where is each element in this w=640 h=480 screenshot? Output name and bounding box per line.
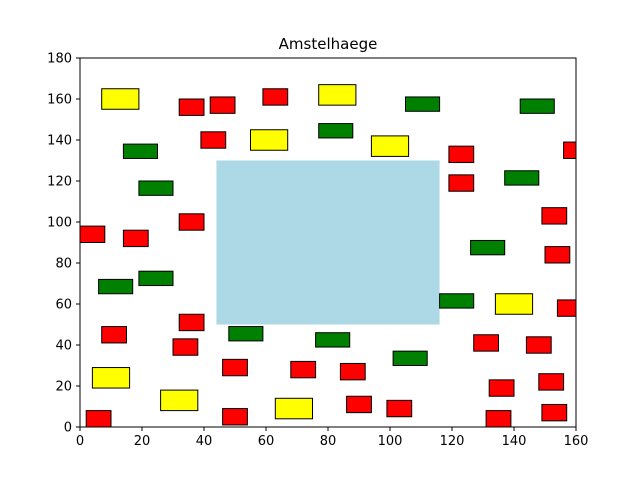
red-house	[178, 313, 205, 332]
yellow-house	[160, 389, 199, 412]
red-house	[541, 207, 568, 225]
yellow-house	[250, 129, 289, 151]
y-tick-label: 0	[64, 421, 72, 436]
y-tick-label: 20	[55, 380, 72, 395]
x-tick-label: 120	[440, 434, 465, 449]
x-tick-label: 160	[564, 434, 589, 449]
green-house	[318, 123, 354, 139]
red-house	[178, 98, 205, 116]
yellow-house	[91, 367, 131, 389]
green-house	[98, 278, 134, 295]
red-house	[262, 88, 289, 106]
x-tick-label: 0	[76, 434, 84, 449]
green-house	[122, 143, 158, 159]
red-house	[290, 360, 317, 379]
red-house	[556, 299, 576, 317]
green-house	[470, 239, 506, 256]
red-house	[222, 408, 248, 426]
y-tick-label: 180	[47, 52, 72, 67]
red-house	[85, 410, 112, 427]
y-tick-label: 140	[47, 134, 72, 149]
green-house	[138, 270, 174, 287]
green-house	[504, 170, 540, 186]
red-house	[80, 225, 106, 244]
y-tick-label: 100	[47, 216, 72, 231]
red-house	[200, 131, 227, 149]
green-house	[138, 180, 174, 196]
red-house	[386, 399, 413, 418]
x-axis: 0 20 40 60 80 100 120 140 160	[76, 427, 589, 449]
yellow-house	[494, 293, 534, 315]
y-tick-label: 60	[55, 298, 72, 313]
red-house	[448, 145, 475, 164]
plot-area	[80, 84, 576, 427]
yellow-house	[370, 135, 410, 157]
x-tick-label: 20	[134, 434, 151, 449]
red-house	[222, 358, 248, 377]
red-house	[448, 174, 475, 192]
y-tick-label: 80	[55, 257, 72, 272]
red-house	[544, 246, 571, 264]
red-house	[538, 373, 565, 391]
red-house	[346, 395, 372, 414]
red-house	[172, 338, 199, 356]
y-tick-label: 40	[55, 339, 72, 354]
yellow-house	[101, 88, 140, 110]
y-tick-label: 160	[47, 93, 72, 108]
red-house	[101, 326, 127, 344]
red-house	[541, 403, 568, 422]
x-tick-label: 140	[502, 434, 527, 449]
red-house	[488, 379, 515, 397]
green-house	[228, 326, 264, 342]
green-house	[439, 293, 475, 309]
red-house	[339, 362, 366, 381]
red-house	[473, 334, 500, 352]
x-tick-label: 60	[258, 434, 275, 449]
y-tick-label: 120	[47, 175, 72, 190]
red-house	[178, 213, 205, 231]
yellow-house	[318, 84, 357, 106]
chart-title: Amstelhaege	[279, 35, 378, 53]
x-tick-label: 100	[378, 434, 403, 449]
x-tick-label: 40	[196, 434, 213, 449]
water-area	[216, 160, 440, 325]
red-house	[485, 410, 512, 427]
red-house	[122, 229, 149, 248]
y-axis: 0 20 40 60 80 100 120 140 160 180	[47, 52, 80, 436]
green-house	[405, 96, 441, 112]
yellow-house	[274, 397, 313, 420]
red-house	[525, 336, 552, 354]
red-house	[209, 96, 236, 114]
green-house	[315, 332, 351, 348]
green-house	[519, 98, 555, 114]
x-tick-label: 80	[320, 434, 337, 449]
green-house	[392, 350, 428, 366]
